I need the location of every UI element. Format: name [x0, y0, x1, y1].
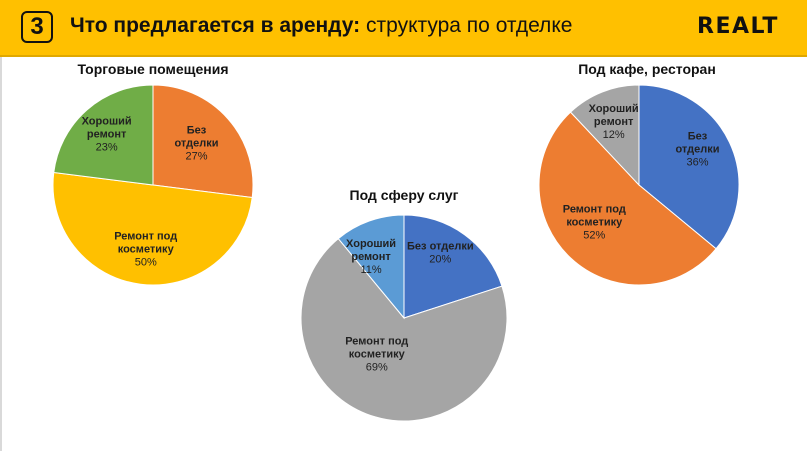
pie-value-no-finish: 36%	[686, 156, 708, 168]
pie-value-no-finish: 20%	[429, 254, 451, 266]
pie-value-no-finish: 27%	[185, 151, 207, 163]
pie-value-cosmetic-repair: 52%	[583, 229, 605, 241]
pie-label-good-repair: Хороший ремонт 23%	[82, 115, 132, 153]
pie-slice-cosmetic-repair	[300, 237, 508, 422]
chart-title-retail: Торговые помещения	[77, 61, 229, 77]
header-bar: 3 Что предлагается в аренду: структура п…	[0, 0, 807, 55]
pie-slice-cosmetic-repair	[52, 171, 253, 286]
pie-slice-good-repair	[53, 84, 154, 186]
chart-title-services: Под сферу слуг	[349, 187, 459, 203]
pie-value-cosmetic-repair: 50%	[135, 257, 157, 269]
pie-value-cosmetic-repair: 69%	[366, 361, 388, 373]
pie-slice-cosmetic-repair	[538, 111, 717, 286]
pie-label-good-repair: Хороший ремонт 11%	[346, 238, 396, 276]
pie-label-no-finish: Без отделки 36%	[675, 130, 719, 168]
pie-slice-no-finish	[152, 84, 254, 199]
page-title-rest: структура по отделке	[360, 14, 573, 37]
left-edge-line	[0, 57, 2, 451]
pie-slice-no-finish	[638, 84, 740, 250]
pie-label-no-finish: Без отделки 27%	[174, 125, 218, 163]
pie-value-good-repair: 23%	[96, 141, 118, 153]
pie-label-cosmetic-repair: Ремонт под косметику 69%	[345, 335, 408, 373]
page-title-bold: Что предлагается в аренду:	[70, 14, 361, 37]
pie-chart-1: Без отделки 20% Ремонт под косметику 69% Хоро…	[300, 214, 508, 422]
section-number: 3	[21, 11, 53, 43]
pie-value-good-repair: 11%	[360, 264, 381, 276]
pie-slice-no-finish	[403, 214, 503, 319]
pie-chart-0: Без отделки 27% Ремонт под косметику 50% Хорош…	[52, 84, 254, 286]
header-divider	[0, 55, 807, 57]
pie-label-cosmetic-repair: Ремонт под косметику 50%	[114, 231, 177, 269]
pie-label-no-finish: Без отделки 20%	[407, 241, 474, 266]
realt-logo: REALT	[697, 14, 779, 39]
pie-value-good-repair: 12%	[603, 129, 625, 141]
pie-slice-good-repair	[569, 84, 640, 187]
chart-title-cafe: Под кафе, ресторан	[578, 61, 716, 77]
pie-label-good-repair: Хороший ремонт 12%	[589, 103, 639, 141]
pie-slice-good-repair	[337, 214, 405, 320]
page-title: Что предлагается в аренду: структура по …	[70, 14, 572, 38]
pie-label-cosmetic-repair: Ремонт под косметику 52%	[563, 203, 626, 241]
pie-chart-2: Без отделки 36% Ремонт под косметику 52% Хорош…	[538, 84, 740, 286]
